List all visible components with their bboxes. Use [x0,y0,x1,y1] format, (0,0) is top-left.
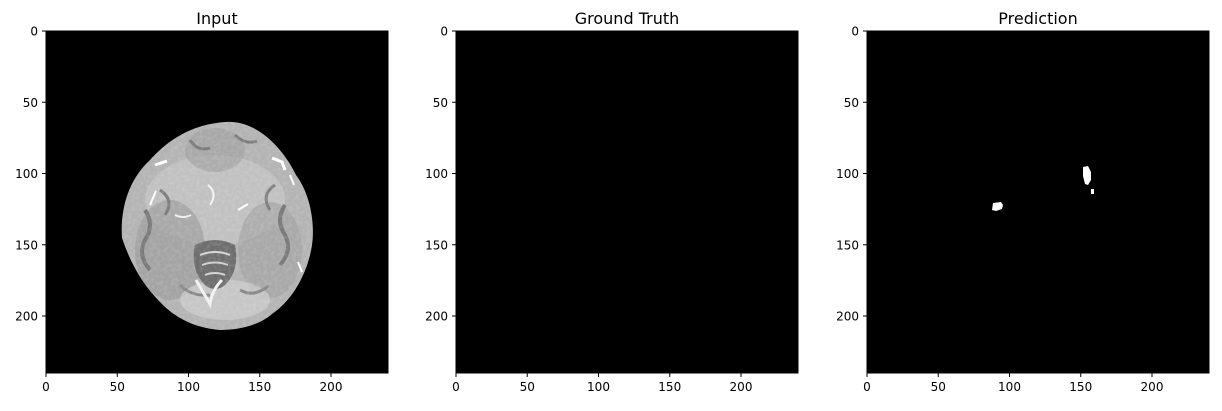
image-area [867,31,1209,373]
x-axis: 0 50 100 150 200 [42,373,342,394]
y-tick-label: 150 [425,238,448,252]
y-tick-label: 100 [836,167,859,181]
x-tick-label: 100 [998,380,1021,394]
x-tick-label: 100 [177,380,200,394]
x-tick-label: 200 [320,380,343,394]
y-tick-label: 0 [851,25,859,39]
x-tick-label: 0 [452,380,460,394]
y-tick-label: 50 [23,96,38,110]
x-tick-label: 150 [658,380,681,394]
y-tick-label: 200 [836,310,859,324]
x-tick-label: 0 [863,380,871,394]
mask-blob [1083,166,1091,185]
x-tick-label: 200 [730,380,753,394]
y-tick-label: 50 [844,96,859,110]
image-area [456,31,798,373]
panel-title: Prediction [998,9,1077,28]
panel-title: Ground Truth [575,9,680,28]
prediction-mask [992,166,1094,211]
mask-blob [992,202,1003,211]
x-tick-label: 0 [42,380,50,394]
y-tick-label: 100 [425,167,448,181]
panel-input: Input [15,9,389,394]
panel-title: Input [196,9,237,28]
x-tick-label: 50 [931,380,946,394]
y-axis: 0 50 100 150 200 [836,25,867,324]
y-tick-label: 150 [836,238,859,252]
x-tick-label: 200 [1141,380,1164,394]
y-tick-label: 0 [440,25,448,39]
axes-frame [455,30,799,374]
axes-frame [866,30,1210,374]
x-axis: 0 50 100 150 200 [452,373,752,394]
panel-prediction: Prediction 0 50 100 150 200 0 50 100 150 200 [836,9,1210,394]
x-tick-label: 150 [1069,380,1092,394]
panel-ground-truth: Ground Truth 0 50 100 150 200 0 50 100 150 200 [425,9,799,394]
x-axis: 0 50 100 150 200 [863,373,1163,394]
x-tick-label: 100 [587,380,610,394]
y-tick-label: 150 [15,238,38,252]
y-tick-label: 50 [433,96,448,110]
y-tick-label: 0 [30,25,38,39]
x-tick-label: 150 [248,380,271,394]
y-axis: 0 50 100 150 200 [425,25,456,324]
mask-blob [1091,189,1094,194]
y-tick-label: 200 [15,310,38,324]
axes-frame [45,30,389,374]
y-tick-label: 100 [15,167,38,181]
x-tick-label: 50 [110,380,125,394]
brain-mri-image [121,121,313,330]
y-tick-label: 200 [425,310,448,324]
x-tick-label: 50 [520,380,535,394]
y-axis: 0 50 100 150 200 [15,25,46,324]
